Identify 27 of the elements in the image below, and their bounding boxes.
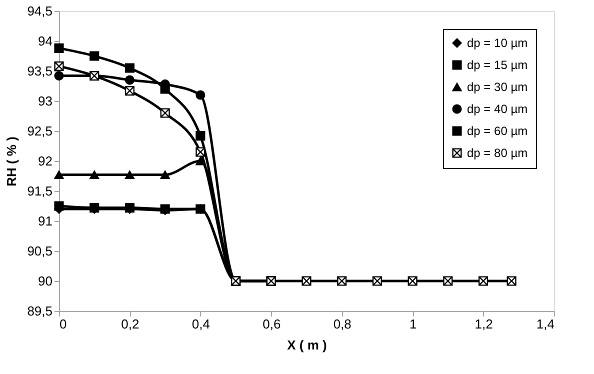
y-axis-title: RH ( % ) xyxy=(4,136,20,186)
legend-label: dp = 10 µm xyxy=(467,36,528,50)
y-tick-label: 89,5 xyxy=(27,304,52,318)
legend-label: dp = 30 µm xyxy=(467,80,528,94)
y-tick-label: 91,5 xyxy=(27,184,52,198)
legend-label: dp = 15 µm xyxy=(467,58,528,72)
y-tick-label: 91 xyxy=(38,214,52,228)
y-tick-label: 92 xyxy=(38,154,52,168)
y-tick-label: 92,5 xyxy=(27,124,52,138)
y-tick-label: 93,5 xyxy=(27,64,52,78)
y-tick-label: 90 xyxy=(38,274,52,288)
x-axis-title: X ( m ) xyxy=(287,338,327,352)
x-tick-label: 1,2 xyxy=(474,316,493,332)
y-tick-label: 94,5 xyxy=(27,4,52,18)
x-tick-label: 0 xyxy=(60,316,67,332)
x-tick-label: 0,2 xyxy=(121,316,140,332)
x-tick-label: 0,8 xyxy=(333,316,352,332)
y-tick-label: 90,5 xyxy=(27,244,52,258)
y-tick-label: 94 xyxy=(38,34,52,48)
x-tick-label: 0,4 xyxy=(192,316,210,332)
legend-label: dp = 40 µm xyxy=(467,102,528,116)
legend-label: dp = 60 µm xyxy=(467,124,528,138)
y-tick-label: 93 xyxy=(38,94,52,108)
legend-label: dp = 80 µm xyxy=(467,146,528,160)
x-tick-label: 0,6 xyxy=(262,316,281,332)
x-tick-label: 1 xyxy=(409,316,417,332)
x-tick-label: 1,4 xyxy=(536,316,554,332)
